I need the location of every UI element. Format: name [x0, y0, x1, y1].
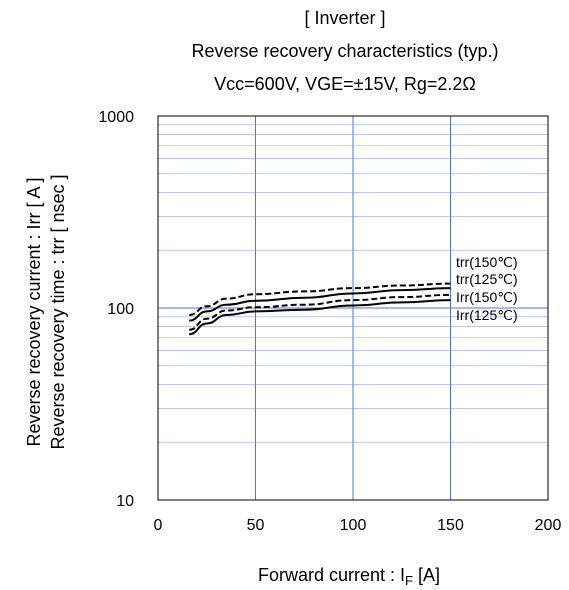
x-axis-label-subscript: F [405, 573, 413, 588]
series-line-1 [189, 287, 451, 322]
title-line-1: [ Inverter ] [304, 8, 385, 28]
x-axis-label-unit: [A] [413, 565, 440, 585]
y-axis-label-2: Reverse recovery time : trr [ nsec ] [48, 174, 68, 449]
y-tick-label: 10 [116, 493, 134, 510]
x-tick-label: 200 [535, 517, 562, 534]
curve-labels: trr(150℃)trr(125℃) Irr(150℃) Irr(125℃) [456, 254, 518, 323]
x-tick-labels: 0 50 100 150 200 [154, 517, 562, 534]
chart-titles: [ Inverter ] Reverse recovery characteri… [191, 8, 498, 94]
y-axis-label-1: Reverse recovery current : Irr [ A ] [24, 177, 44, 446]
x-tick-label: 0 [154, 517, 163, 534]
plot-frame [157, 115, 549, 501]
x-tick-label: 50 [247, 517, 265, 534]
curve-label-2: Irr(150℃) [456, 289, 518, 305]
curves [189, 282, 451, 336]
y-tick-label: 100 [107, 301, 134, 318]
curve-label-1: trr(125℃) [456, 271, 518, 287]
y-tick-label: 1000 [98, 109, 134, 126]
curve-label-0: trr(150℃) [456, 254, 518, 270]
series-line-0 [189, 282, 451, 316]
x-axis-label: Forward current : IF [A] [258, 565, 440, 588]
title-line-2: Reverse recovery characteristics (typ.) [191, 41, 498, 61]
title-line-3: Vcc=600V, VGE=±15V, Rg=2.2Ω [214, 74, 476, 94]
series-line-2 [189, 293, 451, 331]
series-line-3 [189, 299, 451, 336]
x-axis-label-text: Forward current : I [258, 565, 405, 585]
curve-label-3: Irr(125℃) [456, 307, 518, 323]
x-tick-label: 150 [437, 517, 464, 534]
y-tick-labels: 10 100 1000 [98, 109, 134, 510]
x-tick-label: 100 [340, 517, 367, 534]
